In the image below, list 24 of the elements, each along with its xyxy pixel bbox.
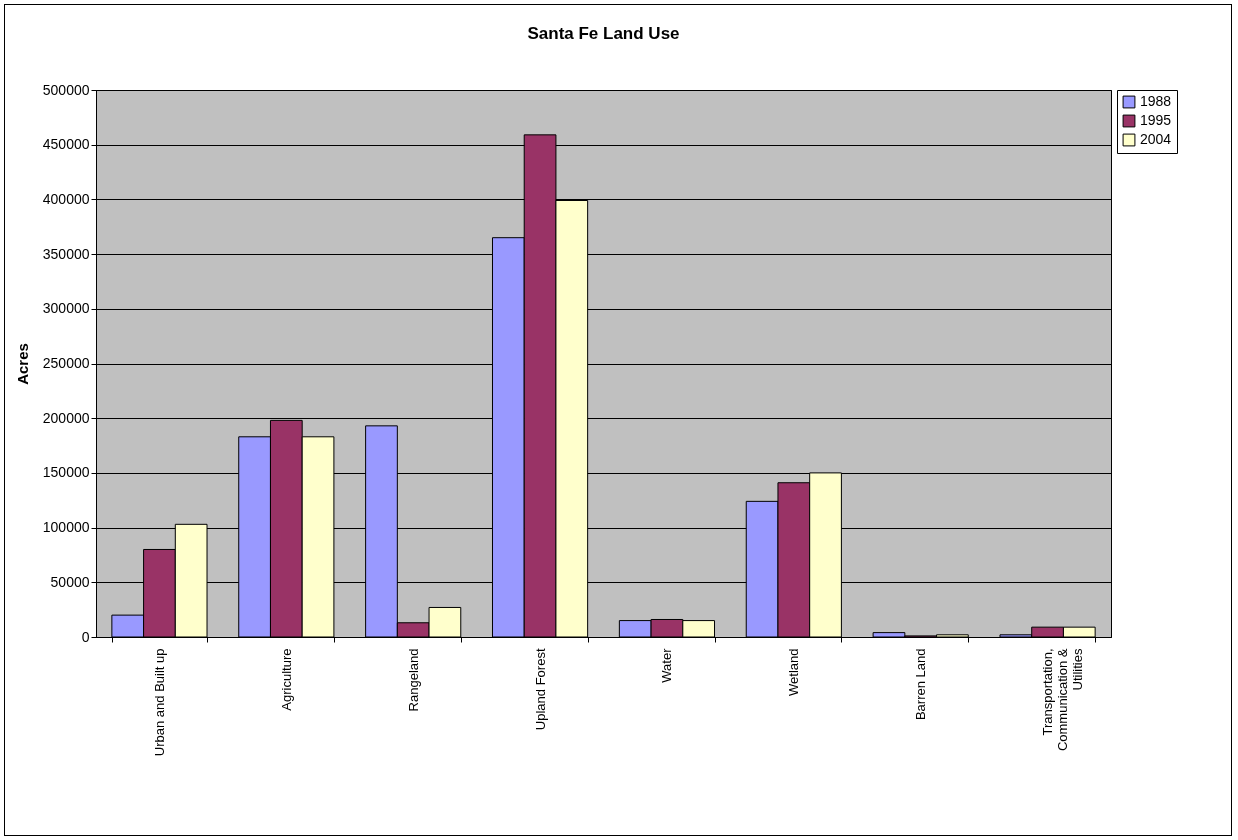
x-tick-label: Upland Forest bbox=[532, 648, 548, 731]
y-tick-label: 150000 bbox=[42, 464, 90, 481]
y-tick-label: 350000 bbox=[42, 245, 90, 262]
y-tick-label: 450000 bbox=[42, 136, 90, 153]
chart-title: Santa Fe Land Use bbox=[527, 24, 680, 43]
x-tick-label: Urban and Built up bbox=[151, 648, 167, 757]
y-tick-label: 200000 bbox=[42, 409, 90, 426]
x-tick-label: Transportation, Communication & Utilities bbox=[1040, 648, 1086, 752]
y-tick-label: 50000 bbox=[50, 573, 90, 590]
y-tick-label: 100000 bbox=[42, 519, 90, 536]
y-tick-label: 300000 bbox=[42, 300, 90, 317]
y-tick-label: 250000 bbox=[42, 355, 90, 371]
y-axis-title: Acres bbox=[13, 343, 31, 385]
legend-label: 1988 bbox=[1140, 93, 1172, 109]
x-tick-label: Water bbox=[659, 647, 675, 683]
legend-label: 1995 bbox=[1140, 112, 1172, 128]
legend-label: 2004 bbox=[1140, 131, 1172, 147]
x-tick-label: Agriculture bbox=[278, 648, 294, 711]
y-tick-label: 400000 bbox=[42, 190, 90, 207]
y-tick-label: 0 bbox=[81, 628, 90, 645]
x-tick-label: Wetland bbox=[786, 648, 802, 696]
x-tick-label: Barren Land bbox=[913, 648, 929, 721]
x-tick-label: Rangeland bbox=[405, 648, 421, 712]
y-tick-label: 500000 bbox=[42, 81, 90, 98]
